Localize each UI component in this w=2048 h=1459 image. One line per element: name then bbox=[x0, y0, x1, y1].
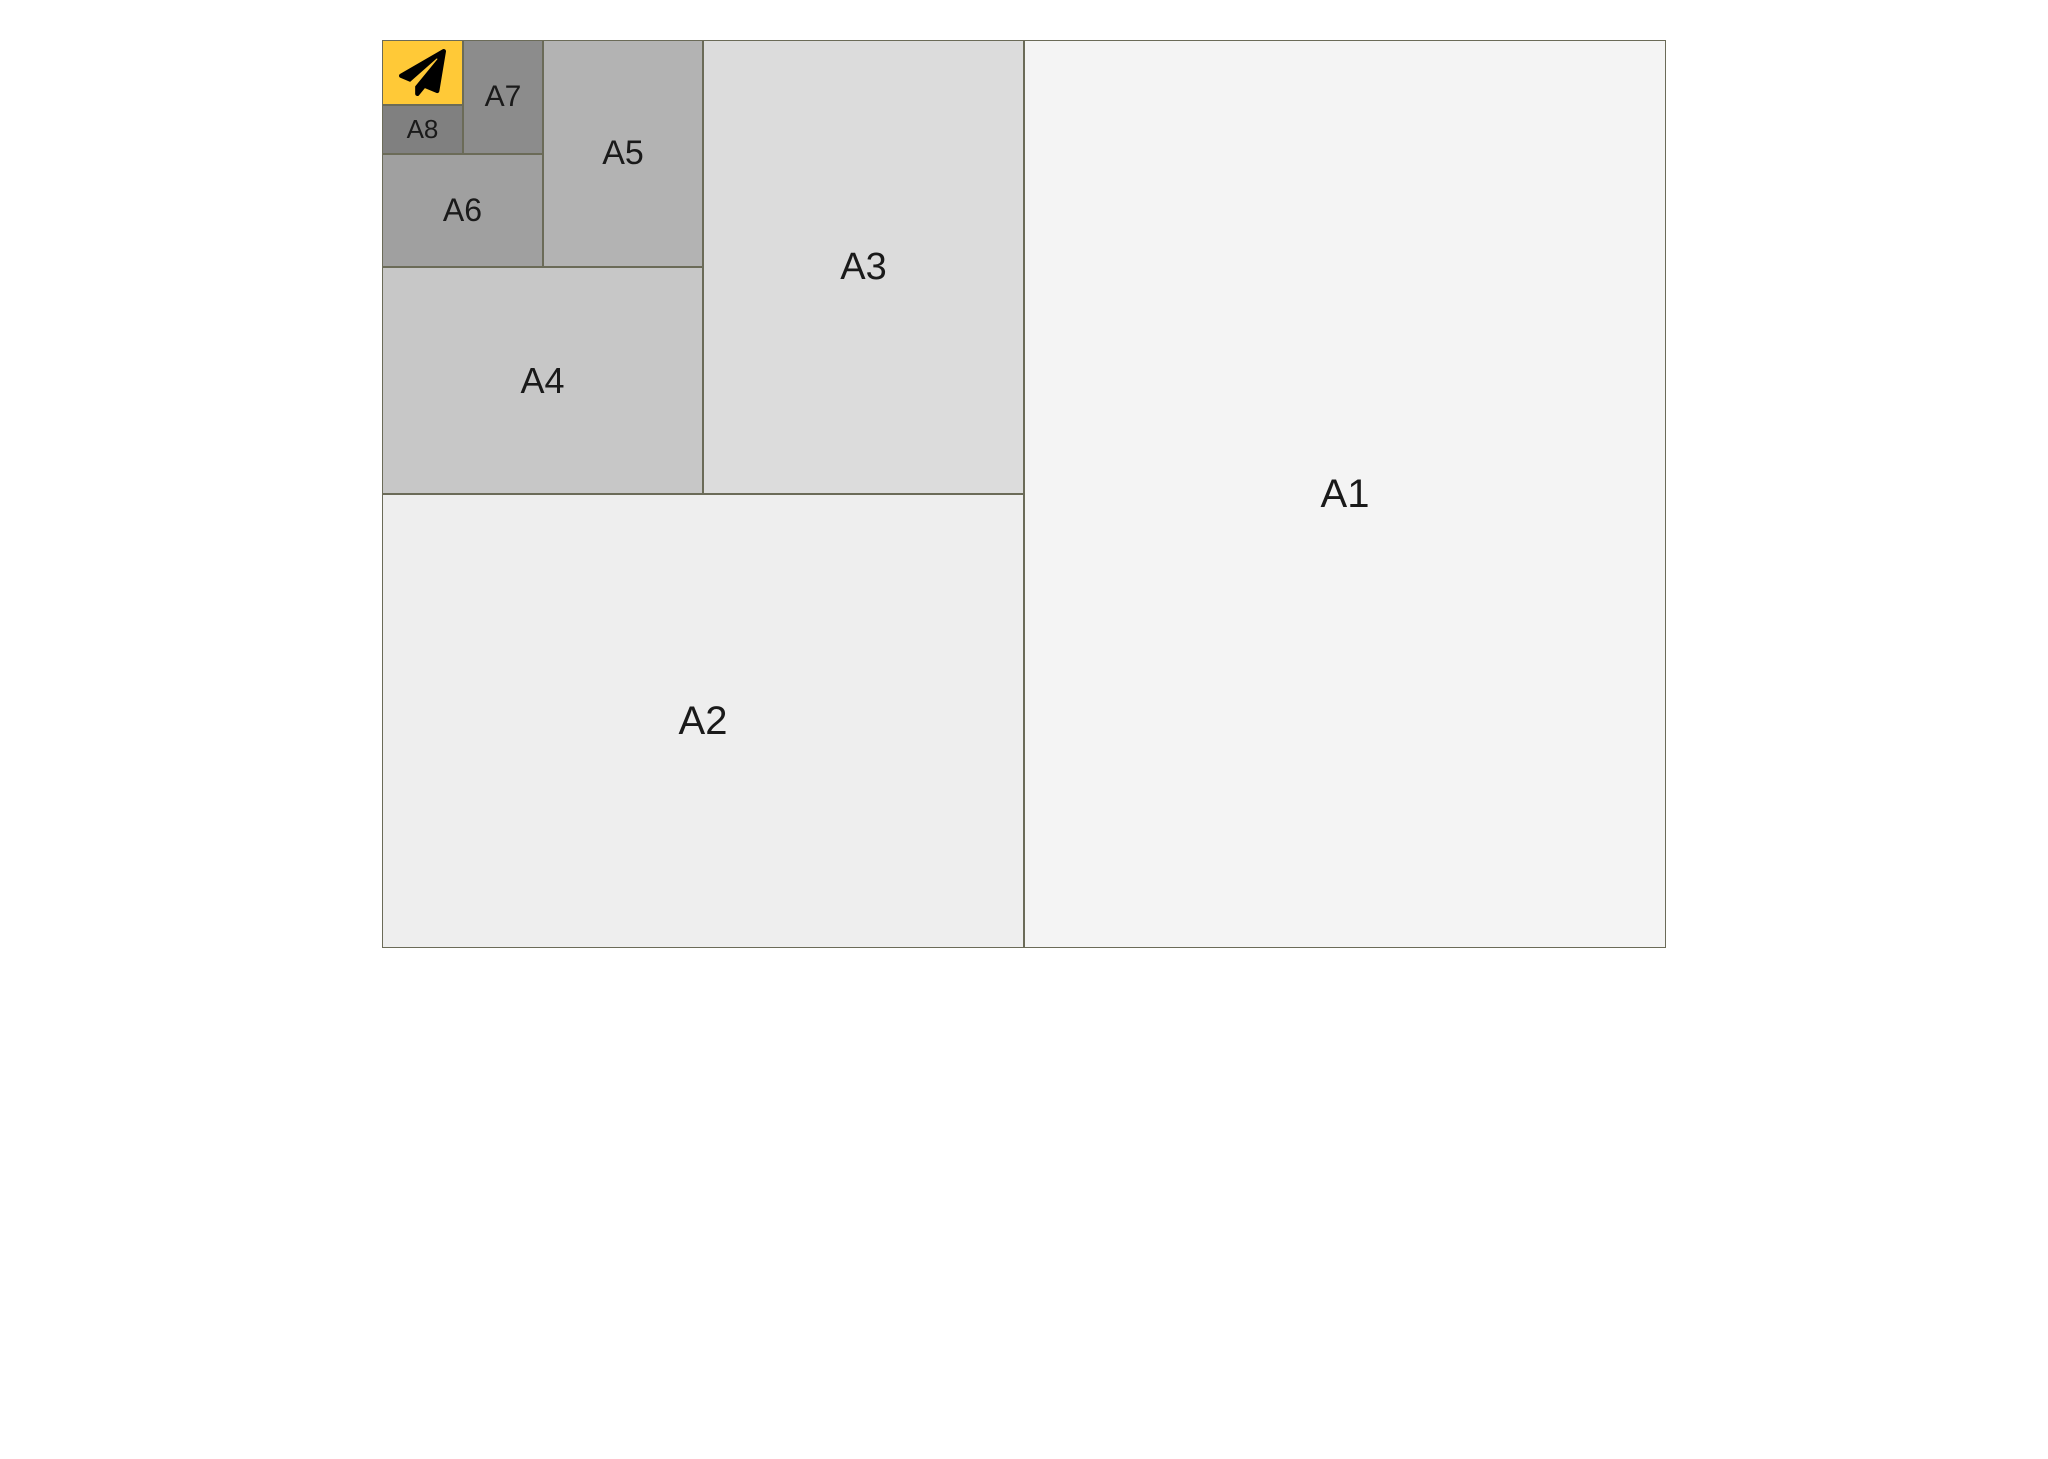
sheet-label-a5: A5 bbox=[602, 134, 644, 173]
sheet-label-a8: A8 bbox=[407, 114, 439, 145]
sheet-label-a7: A7 bbox=[485, 80, 522, 114]
sheet-a5: A5 bbox=[543, 40, 703, 267]
sheet-label-a3: A3 bbox=[840, 246, 886, 289]
plane-icon-cell bbox=[382, 40, 463, 105]
paper-plane-icon bbox=[399, 49, 446, 96]
sheet-a7: A7 bbox=[463, 40, 543, 154]
sheet-a6: A6 bbox=[382, 154, 543, 267]
sheet-label-a1: A1 bbox=[1321, 472, 1370, 517]
sheet-label-a6: A6 bbox=[443, 192, 482, 229]
sheet-a8: A8 bbox=[382, 105, 463, 154]
sheet-label-a2: A2 bbox=[679, 699, 728, 744]
sheet-a2: A2 bbox=[382, 494, 1024, 948]
sheet-a3: A3 bbox=[703, 40, 1024, 494]
a-series-paper-size-diagram: A1 A2 A3 A4 A5 A6 A7 A8 bbox=[382, 40, 1666, 948]
sheet-label-a4: A4 bbox=[520, 360, 564, 402]
sheet-a4: A4 bbox=[382, 267, 703, 494]
sheet-a1: A1 bbox=[1024, 40, 1666, 948]
